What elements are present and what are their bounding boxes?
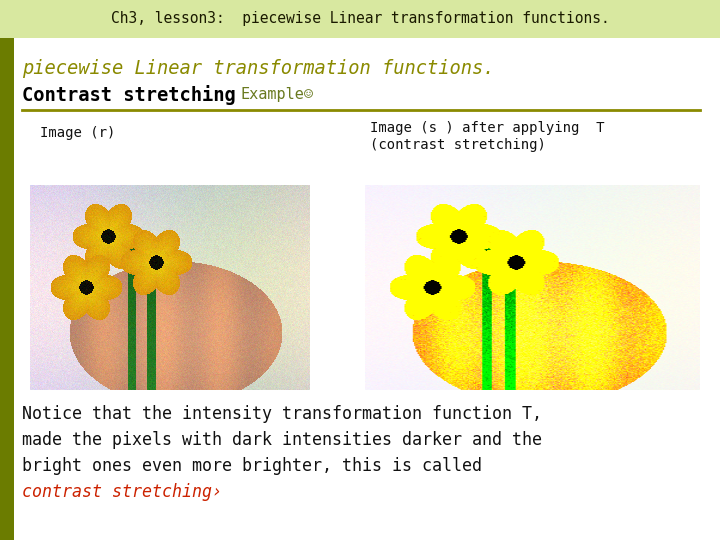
- Text: Contrast stretching: Contrast stretching: [22, 85, 235, 105]
- Text: Image (s ) after applying  T: Image (s ) after applying T: [370, 121, 605, 135]
- Text: contrast stretching›: contrast stretching›: [22, 483, 222, 501]
- Text: piecewise Linear transformation functions.: piecewise Linear transformation function…: [22, 58, 495, 78]
- Text: Notice that the intensity transformation function T,: Notice that the intensity transformation…: [22, 405, 542, 423]
- Text: Ch3, lesson3:  piecewise Linear transformation functions.: Ch3, lesson3: piecewise Linear transform…: [111, 11, 609, 26]
- Text: (contrast stretching): (contrast stretching): [370, 138, 546, 152]
- Text: bright ones even more brighter, this is called: bright ones even more brighter, this is …: [22, 457, 482, 475]
- Text: made the pixels with dark intensities darker and the: made the pixels with dark intensities da…: [22, 431, 542, 449]
- Text: Example☺: Example☺: [240, 87, 313, 103]
- Text: Image (r): Image (r): [40, 126, 115, 140]
- Bar: [0, 0, 720, 38]
- Bar: [0, 38, 14, 540]
